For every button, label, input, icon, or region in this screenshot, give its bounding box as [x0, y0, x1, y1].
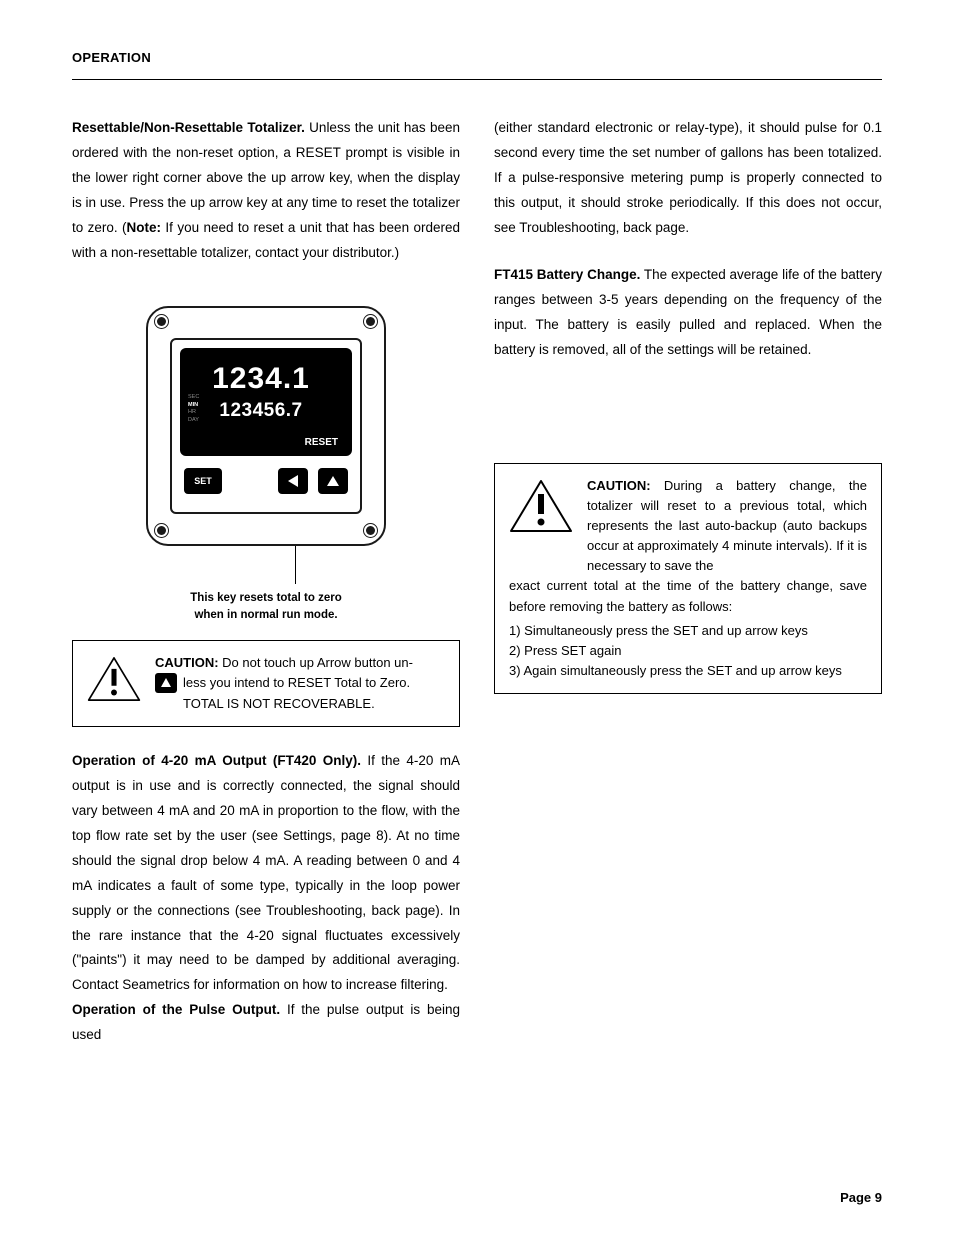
device-bezel: SEC MIN HR DAY 1234.1 123456.7 RESET SET — [170, 338, 362, 514]
fig-caption-line2: when in normal run mode. — [190, 607, 341, 624]
warning-icon — [509, 476, 573, 539]
left-arrow-button[interactable] — [278, 468, 308, 494]
section-header: OPERATION — [72, 50, 882, 80]
pulse-continuation-paragraph: (either standard electronic or relay-typ… — [494, 116, 882, 241]
caution1-l1: Do not touch up Arrow button un- — [219, 655, 413, 670]
up-arrow-button[interactable] — [318, 468, 348, 494]
caution-box-reset: CAUTION: Do not touch up Arrow button un… — [72, 640, 460, 726]
totalizer-paragraph: Resettable/Non-Resettable Totalizer. Unl… — [72, 116, 460, 266]
up-arrow-icon — [155, 673, 177, 693]
lcd-display: SEC MIN HR DAY 1234.1 123456.7 RESET — [180, 348, 352, 456]
set-button[interactable]: SET — [184, 468, 222, 494]
triangle-left-icon — [288, 475, 298, 487]
caution2-rest: exact current total at the time of the b… — [509, 576, 867, 616]
screw-icon — [154, 314, 169, 329]
screw-icon — [363, 314, 378, 329]
rate-value: 1234.1 — [180, 362, 342, 396]
reset-label: RESET — [305, 437, 338, 448]
step-3: 3) Again simultaneously press the SET an… — [509, 661, 867, 681]
step-2: 2) Press SET again — [509, 641, 867, 661]
pulse-output-paragraph: Operation of the Pulse Output. If the pu… — [72, 998, 460, 1048]
two-column-layout: Resettable/Non-Resettable Totalizer. Unl… — [72, 116, 882, 1048]
screw-icon — [363, 523, 378, 538]
note-lead: Note: — [127, 220, 162, 235]
total-value: 123456.7 — [180, 400, 342, 422]
p3-lead: Operation of the Pulse Output. — [72, 1002, 280, 1017]
step-1: 1) Simultaneously press the SET and up a… — [509, 621, 867, 641]
warning-icon — [87, 653, 141, 708]
caution2-lead: CAUTION: — [587, 478, 651, 493]
right-column: (either standard electronic or relay-typ… — [494, 116, 882, 1048]
output-4-20-paragraph: Operation of 4-20 mA Output (FT420 Only)… — [72, 749, 460, 999]
figure-caption: This key resets total to zero when in no… — [190, 590, 341, 625]
triangle-up-icon — [327, 476, 339, 486]
page-number: Page 9 — [840, 1190, 882, 1205]
left-column: Resettable/Non-Resettable Totalizer. Unl… — [72, 116, 460, 1048]
p2-body: If the 4-20 mA output is in use and is c… — [72, 753, 460, 993]
device-enclosure: SEC MIN HR DAY 1234.1 123456.7 RESET SET — [146, 306, 386, 546]
totalizer-lead: Resettable/Non-Resettable Totalizer. — [72, 120, 305, 135]
totalizer-body: Unless the unit has been ordered with th… — [72, 120, 460, 235]
caution1-l3: TOTAL IS NOT RECOVERABLE. — [155, 694, 445, 714]
caution1-l2: less you intend to RESET Total to Zero. — [183, 673, 410, 693]
callout-line — [295, 540, 296, 584]
caution-box-battery: CAUTION: During a battery change, the to… — [494, 463, 882, 694]
screw-icon — [154, 523, 169, 538]
save-steps-list: 1) Simultaneously press the SET and up a… — [509, 621, 867, 681]
battery-paragraph: FT415 Battery Change. The expected avera… — [494, 263, 882, 363]
battery-lead: FT415 Battery Change. — [494, 267, 640, 282]
button-row: SET — [172, 464, 360, 500]
device-figure: SEC MIN HR DAY 1234.1 123456.7 RESET SET — [72, 306, 460, 625]
p2-lead: Operation of 4-20 mA Output (FT420 Only)… — [72, 753, 361, 768]
caution-lead: CAUTION: — [155, 655, 219, 670]
fig-caption-line1: This key resets total to zero — [190, 590, 341, 607]
